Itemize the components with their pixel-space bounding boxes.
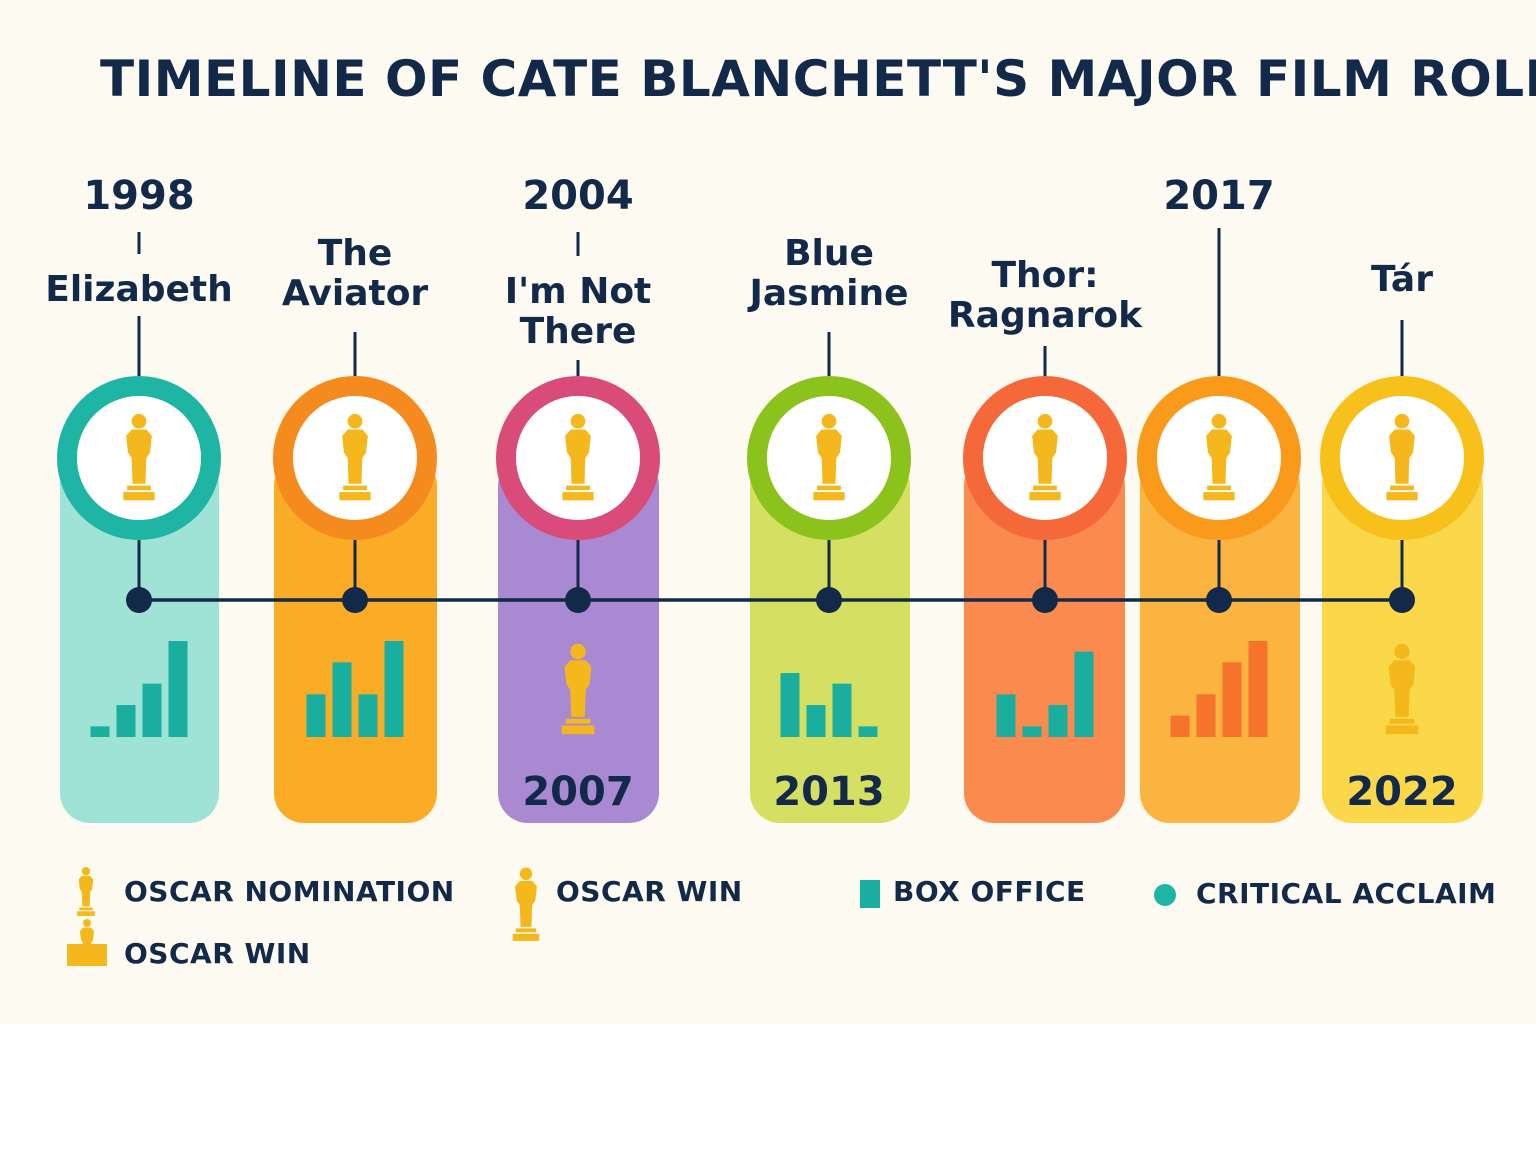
timeline-node: [1389, 587, 1415, 613]
box-office-bar: [1222, 662, 1242, 737]
film-title: Elizabeth: [45, 269, 233, 310]
film-panel: [498, 456, 659, 823]
panel-year-label: 2022: [1346, 769, 1458, 815]
film-ring: [747, 376, 911, 540]
box-office-bar: [1048, 705, 1068, 737]
film-ring: [963, 376, 1127, 540]
legend-label-box-office: BOX OFFICE: [893, 875, 1086, 908]
film-ring: [1137, 376, 1301, 540]
box-office-bar: [332, 662, 352, 737]
timeline-node: [126, 587, 152, 613]
box-office-bar: [116, 705, 136, 737]
film-title: Blue Jasmine: [749, 233, 909, 315]
box-office-bar: [996, 694, 1016, 737]
film-title: I'm Not There: [504, 271, 652, 353]
box-office-bar: [90, 726, 110, 737]
box-office-bar: [806, 705, 826, 737]
box-office-bar: [384, 641, 404, 737]
film-title: Thor: Ragnarok: [947, 255, 1143, 337]
box-office-bar: [1196, 694, 1216, 737]
box-office-bar: [858, 726, 878, 737]
box-office-bar: [358, 694, 378, 737]
page-title: TIMELINE OF CATE BLANCHETT'S MAJOR FILM …: [100, 50, 1536, 108]
box-office-swatch: [860, 880, 880, 908]
timeline-node: [816, 587, 842, 613]
year-label: 2017: [1163, 173, 1275, 219]
film-ring: [273, 376, 437, 540]
box-office-bar: [832, 683, 852, 737]
film-panel: [1322, 456, 1483, 823]
film-ring: [1320, 376, 1484, 540]
box-office-bar: [306, 694, 326, 737]
oscar-nomination-icon: [77, 867, 95, 916]
oscar-win-icon: [512, 867, 540, 941]
film-ring: [496, 376, 660, 540]
oscar-win-base: [67, 944, 107, 966]
box-office-bar: [1074, 651, 1094, 737]
box-office-bar: [1022, 726, 1042, 737]
box-office-bar: [142, 683, 162, 737]
film-ring: [57, 376, 221, 540]
legend-label-oscar-win: OSCAR WIN: [124, 937, 311, 970]
timeline-diagram: [57, 228, 1484, 966]
box-office-bar: [1170, 715, 1190, 737]
film-title: The Aviator: [281, 233, 429, 315]
year-label: 1998: [83, 173, 195, 219]
film-title: Tár: [1371, 259, 1433, 300]
legend-label-oscar-nomination: OSCAR NOMINATION: [124, 875, 455, 908]
timeline-node: [342, 587, 368, 613]
timeline-node: [1032, 587, 1058, 613]
box-office-bar: [168, 641, 188, 737]
timeline-node: [1206, 587, 1232, 613]
year-label: 2004: [522, 173, 634, 219]
critical-acclaim-dot: [1154, 884, 1176, 906]
box-office-bar: [1248, 641, 1268, 737]
legend-label-oscar-win-2: OSCAR WIN: [556, 875, 743, 908]
panel-year-label: 2007: [522, 769, 634, 815]
timeline-node: [565, 587, 591, 613]
box-office-bar: [780, 673, 800, 737]
panel-year-label: 2013: [773, 769, 885, 815]
legend-label-critical-acclaim: CRITICAL ACCLAIM: [1196, 877, 1497, 910]
infographic-canvas: TIMELINE OF CATE BLANCHETT'S MAJOR FILM …: [0, 0, 1536, 1024]
